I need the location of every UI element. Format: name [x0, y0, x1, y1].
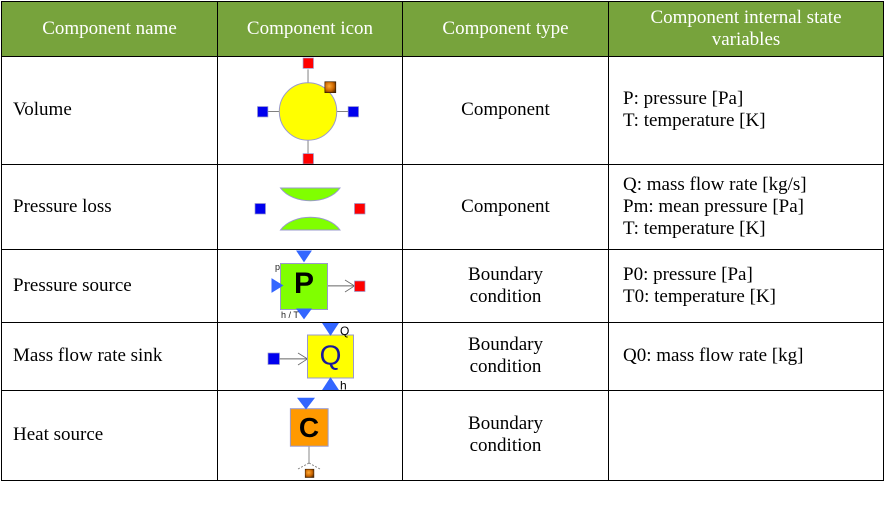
svg-text:h / T: h / T	[281, 310, 299, 320]
svg-text:p: p	[275, 262, 280, 272]
svg-text:Q: Q	[340, 324, 349, 338]
svg-text:h: h	[340, 378, 347, 390]
svg-text:C: C	[299, 412, 319, 443]
svg-text:P: P	[294, 267, 314, 300]
svg-text:Q: Q	[320, 339, 342, 370]
